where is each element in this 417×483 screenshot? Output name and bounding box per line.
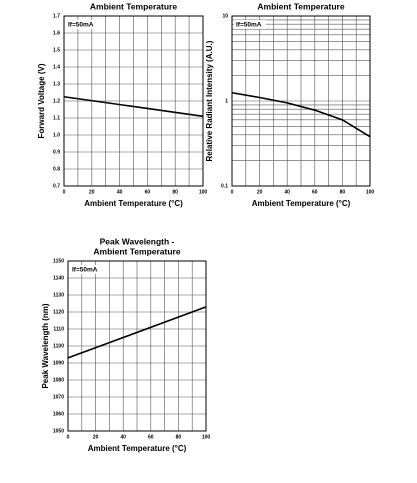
y-tick-label: 1.4 — [53, 64, 60, 70]
x-tick-label: 60 — [145, 189, 151, 195]
x-tick-label: 60 — [312, 189, 318, 195]
x-tick-label: 0 — [63, 189, 66, 195]
x-tick-label: 20 — [89, 189, 95, 195]
data-line — [63, 95, 204, 118]
x-tick-label: 0 — [67, 434, 70, 440]
y-tick-label: 1 — [225, 98, 228, 104]
x-tick-label: 40 — [120, 434, 126, 440]
y-axis-label: Relative Radiant Intensity (A.U.) — [205, 40, 214, 161]
plot-frame — [231, 15, 371, 187]
x-tick-label: 20 — [93, 434, 99, 440]
x-tick-label: 100 — [366, 189, 375, 195]
y-tick-label: 1.1 — [53, 115, 60, 121]
annotation: If=50mA — [72, 267, 98, 274]
annotation: If=50mA — [236, 22, 262, 29]
y-tick-label: 1140 — [53, 275, 64, 281]
x-tick-label: 40 — [284, 189, 290, 195]
y-tick-label: 1110 — [53, 326, 64, 332]
annotation-bg — [66, 20, 98, 29]
data-line — [231, 91, 371, 138]
x-tick-label: 80 — [176, 434, 182, 440]
plot-frame — [63, 15, 204, 187]
x-tick-label: 100 — [199, 189, 208, 195]
y-tick-label: 0.9 — [53, 149, 60, 155]
chart-title: Peak Wavelength - — [100, 236, 175, 246]
x-axis-label: Ambient Temperature (°C) — [84, 199, 183, 208]
y-tick-label: 1080 — [53, 377, 64, 383]
annotation-bg — [234, 20, 266, 29]
y-tick-label: 1060 — [53, 411, 64, 417]
chart-title: Ambient Temperature — [93, 246, 180, 256]
y-tick-label: 0.8 — [53, 166, 60, 172]
data-line — [67, 306, 207, 359]
y-tick-label: 1.0 — [53, 132, 60, 138]
y-tick-label: 1120 — [53, 309, 64, 315]
y-tick-label: 0.1 — [221, 183, 228, 189]
y-tick-label: 1.2 — [53, 98, 60, 104]
y-axis-label: Forward Voltage (V) — [37, 63, 46, 138]
y-tick-label: 1050 — [53, 428, 64, 434]
x-tick-label: 80 — [172, 189, 178, 195]
y-tick-label: 1.7 — [53, 13, 60, 19]
plot-frame — [67, 260, 207, 432]
y-tick-label: 1150 — [53, 258, 64, 264]
y-tick-label: 10 — [222, 13, 228, 19]
y-tick-label: 1130 — [53, 292, 64, 298]
y-tick-label: 1090 — [53, 360, 64, 366]
y-tick-label: 1.3 — [53, 81, 60, 87]
x-axis-label: Ambient Temperature (°C) — [252, 199, 351, 208]
y-tick-label: 1.5 — [53, 47, 60, 53]
y-tick-label: 1070 — [53, 394, 64, 400]
chart-title: Ambient Temperature — [257, 1, 344, 11]
y-axis-label: Peak Wavelength (nm) — [41, 303, 50, 388]
x-tick-label: 80 — [340, 189, 346, 195]
x-axis-label: Ambient Temperature (°C) — [88, 444, 187, 453]
x-tick-label: 20 — [257, 189, 263, 195]
annotation: If=50mA — [68, 22, 94, 29]
x-tick-label: 40 — [117, 189, 123, 195]
chart-title: Ambient Temperature — [90, 1, 177, 11]
y-tick-label: 1.6 — [53, 30, 60, 36]
x-tick-label: 0 — [231, 189, 234, 195]
y-tick-label: 1100 — [53, 343, 64, 349]
y-tick-label: 0.7 — [53, 183, 60, 189]
x-tick-label: 100 — [202, 434, 211, 440]
x-tick-label: 60 — [148, 434, 154, 440]
annotation-bg — [70, 265, 102, 274]
